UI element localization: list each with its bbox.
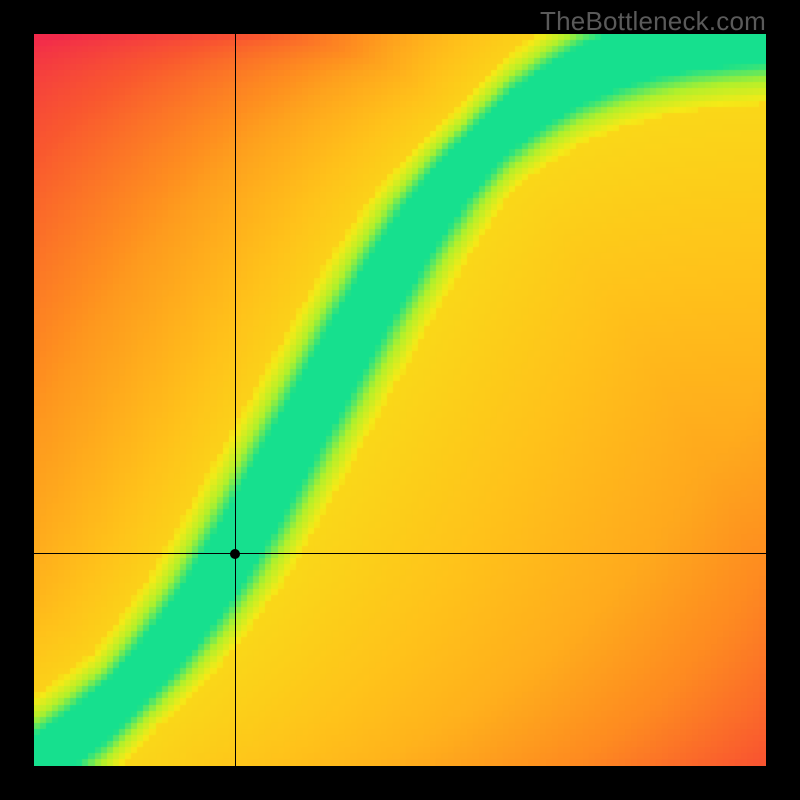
crosshair-horizontal xyxy=(34,553,766,554)
chart-container: TheBottleneck.com xyxy=(0,0,800,800)
watermark-text: TheBottleneck.com xyxy=(540,6,766,37)
selection-marker xyxy=(230,549,240,559)
bottleneck-heatmap xyxy=(34,34,766,766)
crosshair-vertical xyxy=(235,34,236,766)
